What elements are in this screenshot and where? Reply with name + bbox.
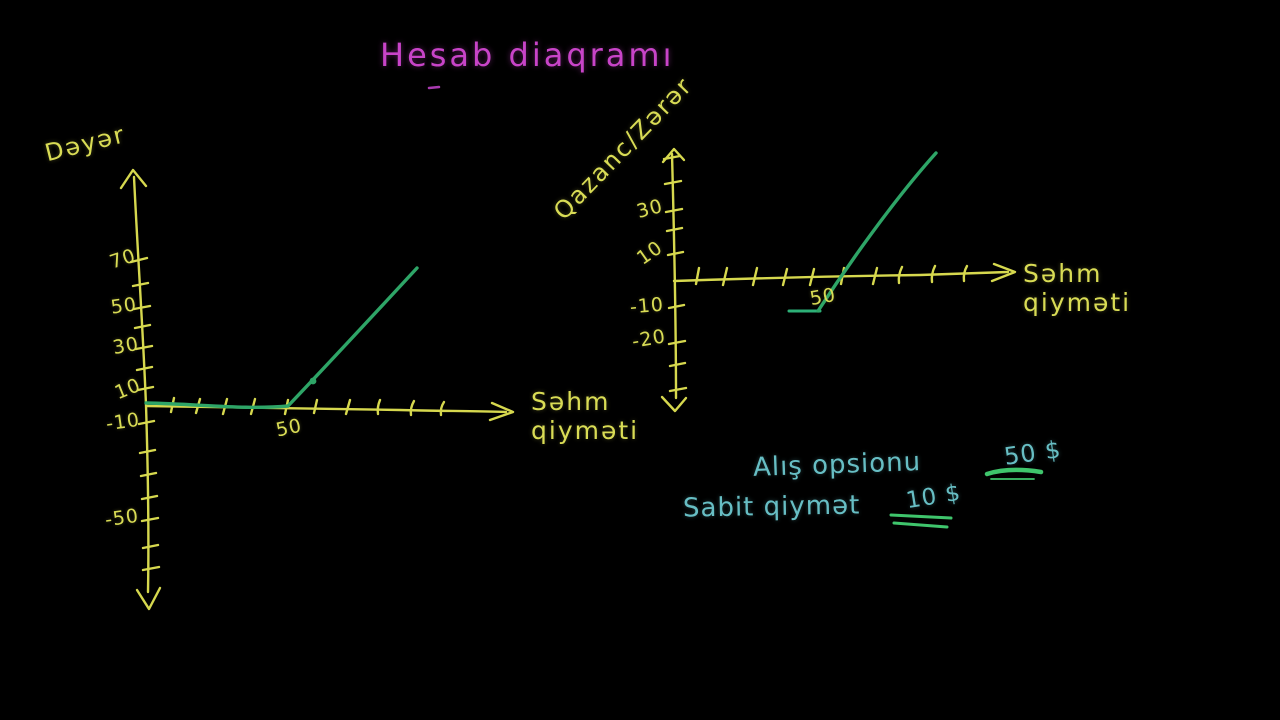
right-chart-axes	[660, 147, 1017, 413]
left-chart-axes	[119, 168, 515, 611]
left-chart-payoff-line	[144, 266, 419, 410]
x-axis-arrow-icon	[990, 262, 1017, 283]
right-x-axis-label: Səhm qiyməti	[1023, 259, 1132, 317]
strike-price-label: Sabit qiymət	[682, 490, 861, 524]
right-chart-payoff-line	[787, 151, 938, 313]
y-axis	[132, 175, 150, 594]
call-value-underline	[984, 467, 1044, 477]
profit-loss-line	[816, 151, 938, 313]
strike-value-underline-1	[889, 513, 953, 520]
x-axis-arrow-icon	[488, 401, 515, 422]
call-option-label: Alış opsionu	[752, 447, 922, 483]
page-title: Hesab diaqramı	[380, 36, 675, 74]
y-axis-arrow-down-icon	[135, 586, 162, 611]
left-x-axis-label: Səhm qiyməti	[531, 387, 640, 445]
y-axis-arrow-down-icon	[660, 395, 688, 413]
call-option-value-line	[144, 266, 419, 410]
x-axis	[672, 270, 1010, 283]
strike-value-underline-2	[892, 521, 949, 529]
value-underlines	[889, 467, 1044, 529]
point-marker	[309, 377, 317, 385]
y-axis-arrow-up-icon	[119, 168, 148, 190]
title-dash	[427, 85, 441, 90]
tick-label: 50	[808, 283, 838, 311]
